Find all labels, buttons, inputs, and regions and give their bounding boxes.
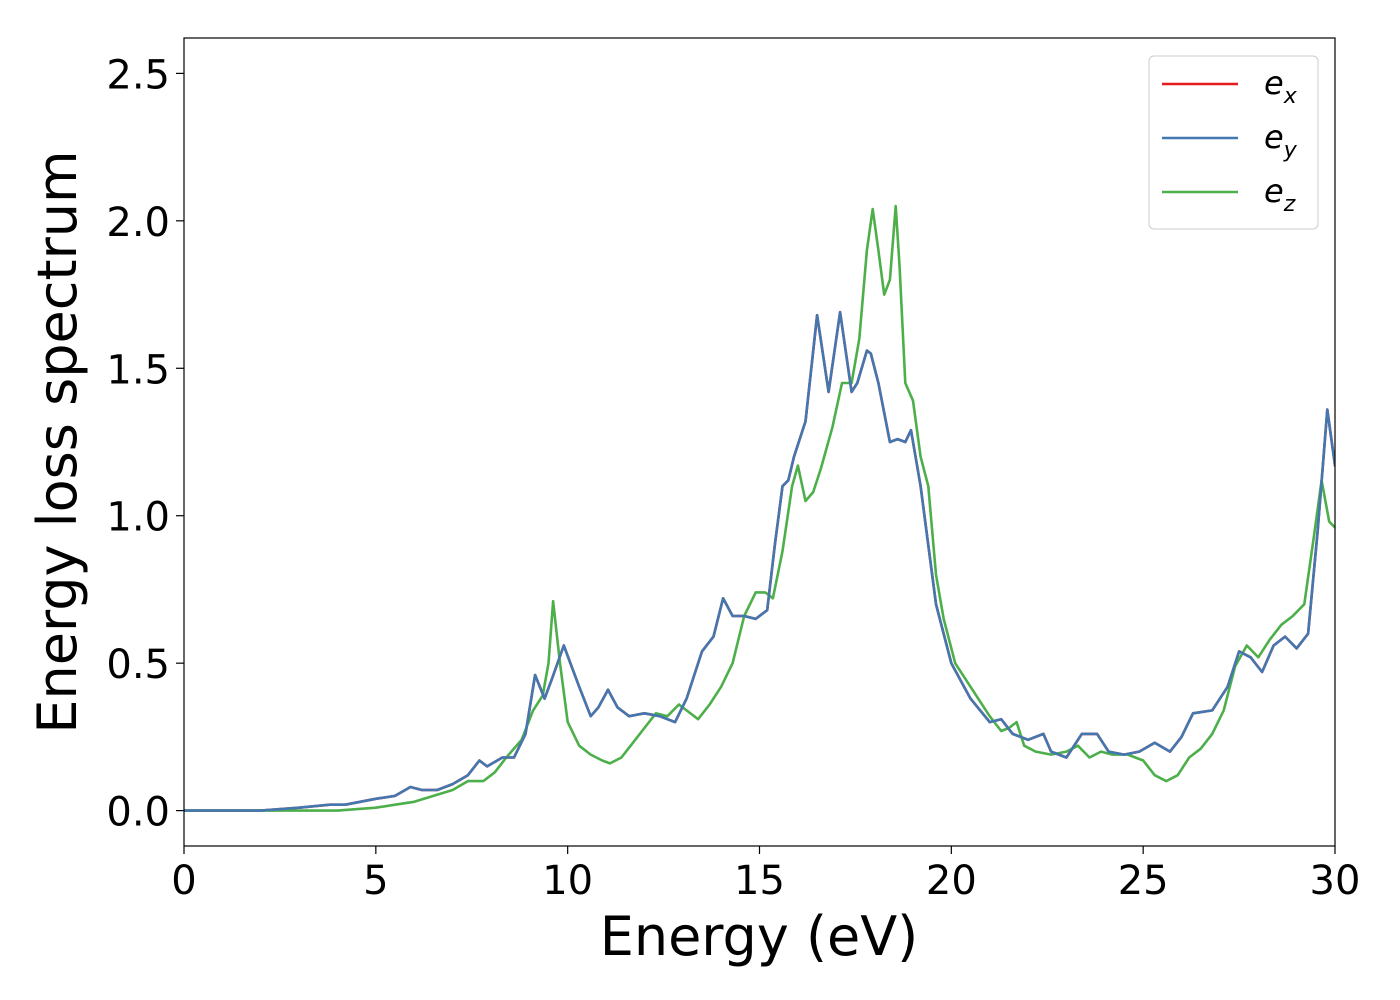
series-group xyxy=(184,204,1335,812)
x-tick-label: 20 xyxy=(926,858,977,904)
y-tick-label: 0.0 xyxy=(106,790,170,836)
legend-label-subscript: y xyxy=(1283,138,1298,163)
legend-label-base: e xyxy=(1264,172,1284,210)
plot-area xyxy=(183,37,1336,847)
y-tick-label: 1.0 xyxy=(106,495,170,541)
y-tick-label: 0.5 xyxy=(106,642,170,688)
legend-label-subscript: z xyxy=(1283,192,1296,217)
legend-box xyxy=(1148,55,1319,230)
x-tick-label: 0 xyxy=(171,858,196,904)
y-tick-label: 1.5 xyxy=(106,347,170,393)
x-axis-label: Energy (eV) xyxy=(600,905,919,968)
legend-label-ez: ez xyxy=(1264,172,1296,217)
series-line-ey xyxy=(184,310,1335,812)
y-axis-label: Energy loss spectrum xyxy=(26,150,89,733)
legend-label-base: e xyxy=(1264,118,1284,156)
y-tick-label: 2.5 xyxy=(106,52,170,98)
x-tick-label: 30 xyxy=(1310,858,1361,904)
x-tick-label: 5 xyxy=(363,858,388,904)
legend-label-subscript: x xyxy=(1283,84,1298,109)
x-tick-label: 15 xyxy=(734,858,785,904)
x-tick-label: 25 xyxy=(1118,858,1169,904)
series-line-ez xyxy=(184,204,1335,812)
legend-label-ex: ex xyxy=(1264,64,1298,109)
y-tick-label: 2.0 xyxy=(106,200,170,246)
x-tick-label: 10 xyxy=(542,858,593,904)
legend-label-ey: ey xyxy=(1264,118,1298,163)
x-axis-ticks: 0 5 10 15 20 25 30 xyxy=(171,846,1360,904)
y-axis-ticks: 0.0 0.5 1.0 1.5 2.0 2.5 xyxy=(106,52,184,836)
legend-label-base: e xyxy=(1264,64,1284,102)
